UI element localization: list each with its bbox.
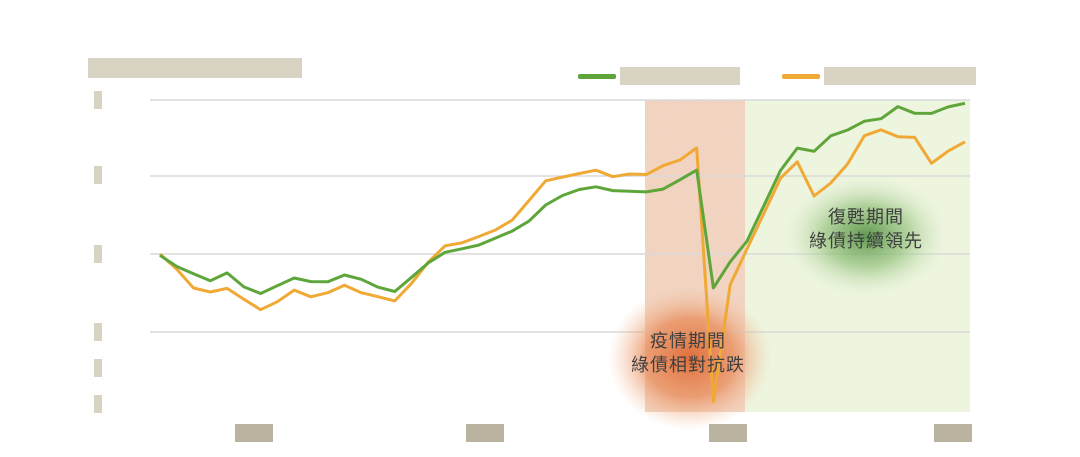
x-tick-label: [466, 424, 504, 442]
x-tick-label: [934, 424, 972, 442]
pandemic-annotation-line2: 綠債相對抗跌: [631, 355, 745, 376]
pandemic-annotation: 疫情期間 綠債相對抗跌: [608, 330, 768, 378]
y-tick-label: [94, 395, 102, 413]
series-line-green: [159, 101, 966, 295]
x-tick-label: [235, 424, 273, 442]
y-tick-label: [94, 323, 102, 341]
y-tick-label: [94, 245, 102, 263]
legend-item-orange: [782, 66, 976, 86]
recovery-annotation-line1: 復甦期間: [828, 207, 904, 228]
pandemic-annotation-line1: 疫情期間: [650, 331, 726, 352]
legend-label-orange: [824, 67, 976, 85]
legend-swatch-green: [578, 73, 616, 79]
recovery-annotation: 復甦期間 綠債持續領先: [786, 206, 946, 254]
series-line-orange: [158, 128, 966, 404]
legend-label-green: [620, 67, 740, 85]
chart-subtitle: [88, 58, 302, 78]
legend-item-green: [578, 66, 740, 86]
y-tick-label: [94, 359, 102, 377]
recovery-annotation-line2: 綠債持續領先: [809, 231, 923, 252]
legend-swatch-orange: [782, 73, 820, 79]
x-tick-label: [709, 424, 747, 442]
pandemic-highlight-blob: [608, 286, 772, 430]
series-lines: [158, 101, 966, 404]
recovery-highlight-blob: [782, 174, 950, 298]
y-tick-label: [94, 166, 102, 184]
y-tick-label: [94, 91, 102, 109]
